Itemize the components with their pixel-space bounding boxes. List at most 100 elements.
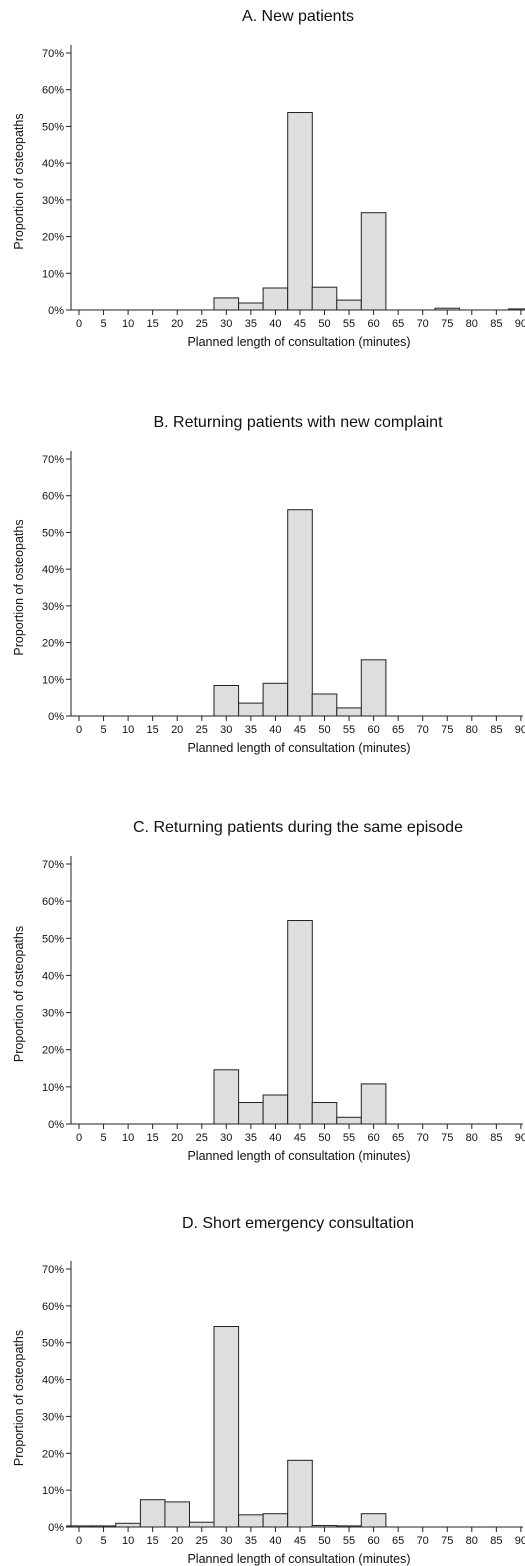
x-tick-label: 75: [441, 1132, 453, 1144]
y-tick-label: 50%: [42, 121, 64, 133]
x-tick-label: 10: [122, 1535, 134, 1547]
y-tick-label: 10%: [42, 1082, 64, 1094]
x-tick-label: 85: [490, 1132, 502, 1144]
bar-30-min: [213, 1069, 240, 1125]
y-tick-label: 50%: [42, 933, 64, 945]
bar-40-min: [262, 682, 289, 717]
x-tick-label: 35: [245, 1535, 257, 1547]
bar-35-min: [238, 1514, 264, 1528]
y-tick-label: 40%: [42, 1375, 64, 1387]
y-tick-label: 70%: [42, 1264, 64, 1276]
bar-30-min: [213, 297, 240, 311]
x-tick-label: 45: [294, 1535, 306, 1547]
bar-50-min: [311, 286, 338, 311]
x-tick-label: 45: [294, 724, 306, 736]
x-tick-label: 60: [367, 724, 379, 736]
x-axis-label: Planned length of consultation (minutes): [187, 335, 410, 349]
bar-50-min: [311, 693, 338, 717]
y-tick-label: 40%: [42, 158, 64, 170]
bar-35-min: [238, 702, 264, 717]
x-tick-label: 5: [100, 1535, 106, 1547]
x-tick-label: 70: [417, 724, 429, 736]
y-tick-label: 30%: [42, 1008, 64, 1020]
bar-40-min: [262, 1094, 289, 1125]
chart-plot: 0% 10% 20% 30% 40% 50% 60% 70% 0 5 10 15 20 25 30 35 40 4…: [12, 856, 525, 1163]
x-tick-label: 5: [100, 1132, 106, 1144]
x-tick-label: 85: [490, 1535, 502, 1547]
y-axis-label: Proportion of osteopaths: [12, 926, 26, 1062]
x-tick-label: 15: [147, 318, 159, 330]
bar-10-min: [115, 1522, 141, 1528]
y-tick-label: 20%: [42, 1045, 64, 1057]
y-tick-label: 60%: [42, 1301, 64, 1313]
y-tick-label: 30%: [42, 1411, 64, 1423]
x-tick-label: 20: [171, 318, 183, 330]
x-tick-label: 0: [76, 1535, 82, 1547]
x-tick-label: 30: [220, 1535, 232, 1547]
x-tick-label: 35: [245, 318, 257, 330]
y-tick-label: 0%: [48, 1522, 64, 1534]
bar-35-min: [238, 1102, 264, 1125]
y-tick-label: 40%: [42, 564, 64, 576]
x-tick-label: 40: [269, 1535, 281, 1547]
chart-panel-c: C. Returning patients during the same ep…: [0, 811, 525, 1201]
x-tick-label: 0: [76, 318, 82, 330]
bar-25-min: [189, 1521, 215, 1528]
x-tick-label: 15: [147, 724, 159, 736]
bar-45-min: [287, 920, 313, 1125]
chart-panel-a: A. New patients 0% 10% 20% 30% 40% 50% 60% 70% 0…: [0, 0, 525, 390]
bar-20-min: [164, 1501, 190, 1528]
x-tick-label: 20: [171, 1132, 183, 1144]
y-tick-label: 0%: [48, 711, 64, 723]
x-tick-label: 40: [269, 724, 281, 736]
bar-40-min: [262, 1513, 289, 1528]
x-axis-label: Planned length of consultation (minutes): [187, 741, 410, 755]
x-tick-label: 45: [294, 1132, 306, 1144]
x-tick-label: 90: [515, 724, 525, 736]
bar-40-min: [262, 287, 289, 311]
x-tick-label: 80: [466, 1535, 478, 1547]
bar-35-min: [238, 302, 264, 311]
x-tick-label: 65: [392, 724, 404, 736]
x-tick-label: 55: [343, 1132, 355, 1144]
x-tick-label: 55: [343, 1535, 355, 1547]
chart-plot: 0% 10% 20% 30% 40% 50% 60% 70% 0 5 10 15 20 25 30 35 40 4…: [12, 45, 525, 349]
x-tick-label: 90: [515, 1535, 525, 1547]
chart-panel-b: B. Returning patients with new complaint…: [0, 406, 525, 796]
x-tick-label: 25: [196, 724, 208, 736]
x-tick-label: 0: [76, 724, 82, 736]
y-tick-label: 0%: [48, 305, 64, 317]
x-tick-label: 25: [196, 1132, 208, 1144]
x-tick-label: 70: [417, 1132, 429, 1144]
x-tick-label: 5: [100, 724, 106, 736]
chart-plot: 0% 10% 20% 30% 40% 50% 60% 70% 0 5 10 15 20 25 30 35 40 4…: [12, 451, 525, 755]
x-axis-label: Planned length of consultation (minutes): [187, 1552, 410, 1566]
x-tick-label: 50: [318, 1132, 330, 1144]
x-tick-label: 10: [122, 318, 134, 330]
x-tick-label: 35: [245, 724, 257, 736]
x-tick-label: 20: [171, 724, 183, 736]
x-tick-label: 15: [147, 1535, 159, 1547]
y-tick-label: 10%: [42, 1485, 64, 1497]
y-tick-label: 10%: [42, 268, 64, 280]
y-axis-label: Proportion of osteopaths: [12, 113, 26, 249]
y-axis-label: Proportion of osteopaths: [12, 1330, 26, 1466]
x-tick-label: 80: [466, 1132, 478, 1144]
y-tick-label: 30%: [42, 601, 64, 613]
bar-15-min: [139, 1499, 166, 1528]
x-tick-label: 40: [269, 1132, 281, 1144]
x-tick-label: 40: [269, 318, 281, 330]
x-tick-label: 70: [417, 318, 429, 330]
y-tick-label: 50%: [42, 1338, 64, 1350]
chart-panel-d: D. Short emergency consultation 0% 10% 20%…: [0, 1207, 525, 1566]
x-tick-label: 35: [245, 1132, 257, 1144]
bar-60-min: [360, 659, 387, 717]
x-tick-label: 75: [441, 724, 453, 736]
bar-60-min: [360, 1513, 387, 1528]
x-tick-label: 65: [392, 1132, 404, 1144]
y-tick-label: 20%: [42, 232, 64, 244]
y-tick-label: 0%: [48, 1119, 64, 1131]
x-tick-label: 50: [318, 1535, 330, 1547]
x-tick-label: 80: [466, 318, 478, 330]
x-tick-label: 75: [441, 1535, 453, 1547]
